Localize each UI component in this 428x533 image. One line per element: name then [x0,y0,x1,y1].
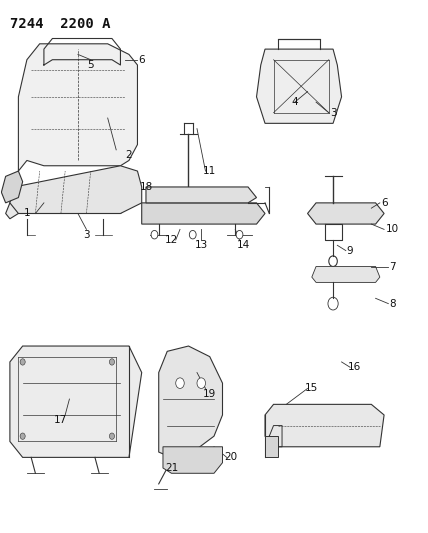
Text: 7244  2200 A: 7244 2200 A [10,17,110,31]
Polygon shape [256,49,342,123]
Text: 7: 7 [389,262,396,271]
Polygon shape [142,203,265,224]
Circle shape [110,433,115,439]
Polygon shape [146,187,256,203]
Polygon shape [6,171,137,219]
Circle shape [189,230,196,239]
Polygon shape [163,447,223,473]
Circle shape [20,433,25,439]
Text: 6: 6 [138,55,145,64]
Polygon shape [265,405,384,447]
Text: 9: 9 [347,246,354,256]
Polygon shape [308,203,384,224]
Text: 15: 15 [305,383,318,393]
Polygon shape [18,44,137,171]
Text: 21: 21 [165,463,178,473]
Text: 18: 18 [140,182,153,192]
Text: 5: 5 [87,60,94,70]
Polygon shape [265,436,278,457]
Circle shape [110,359,115,365]
Circle shape [20,359,25,365]
Text: 4: 4 [291,97,298,107]
Circle shape [236,230,243,239]
Text: 10: 10 [386,224,399,235]
Text: 6: 6 [381,198,387,208]
Circle shape [176,378,184,389]
Text: 11: 11 [203,166,217,176]
Text: 8: 8 [389,298,396,309]
Text: 14: 14 [237,240,250,251]
Text: 2: 2 [126,150,132,160]
Text: 1: 1 [24,208,30,219]
Polygon shape [159,346,223,457]
Polygon shape [10,346,142,457]
Text: 17: 17 [54,415,68,425]
Text: 3: 3 [330,108,336,118]
Polygon shape [312,266,380,282]
Text: 19: 19 [203,389,217,399]
Text: 16: 16 [348,362,361,372]
Polygon shape [1,171,23,203]
Circle shape [151,230,158,239]
Text: 13: 13 [195,240,208,251]
Text: 20: 20 [224,453,238,463]
Text: 12: 12 [165,235,178,245]
Polygon shape [10,166,142,214]
Text: 3: 3 [83,230,90,240]
Circle shape [197,378,205,389]
